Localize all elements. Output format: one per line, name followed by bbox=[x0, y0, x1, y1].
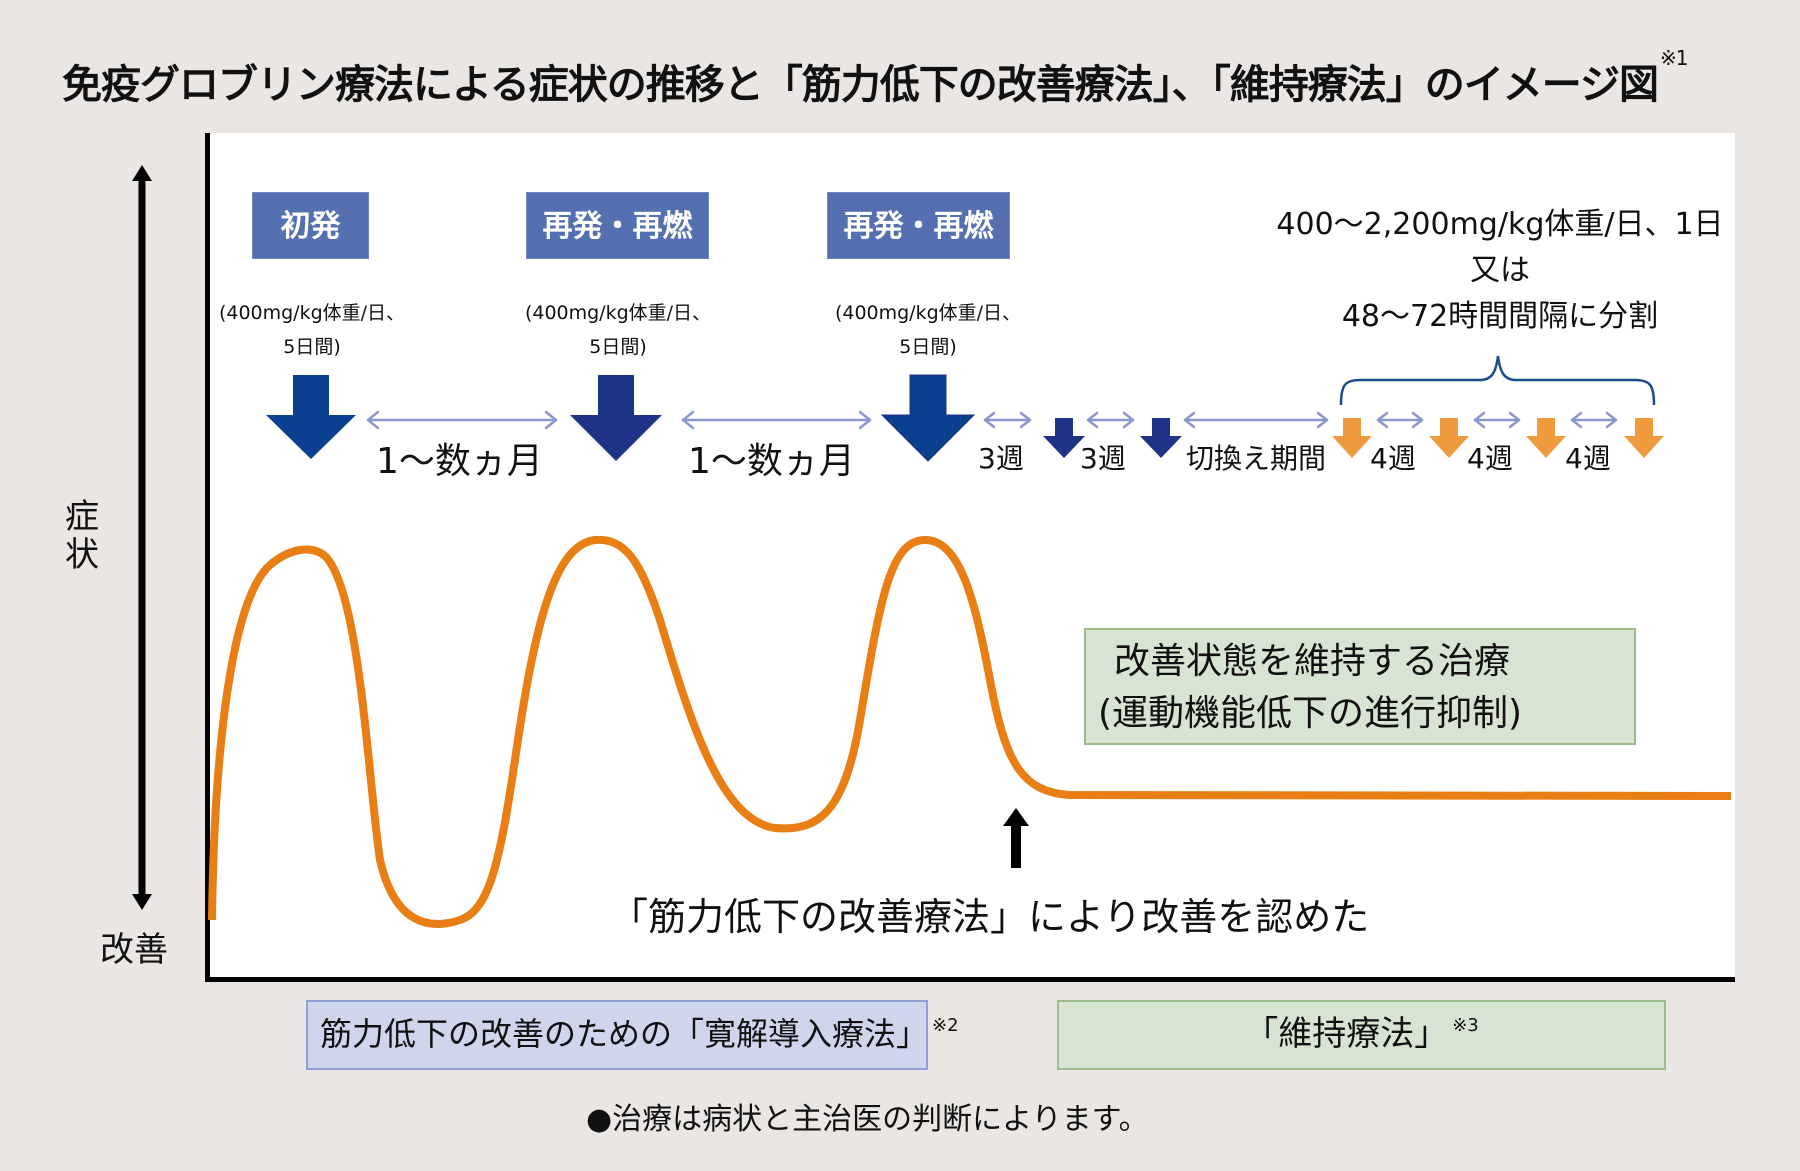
phase-induction-label: 筋力低下の改善のための「寛解導入療法」 bbox=[320, 1015, 929, 1053]
footnote: ●治療は病状と主治医の判断によります。 bbox=[586, 1102, 1149, 1137]
phase-maintenance-note-mark: ※3 bbox=[1452, 1015, 1479, 1036]
page-title: 免疫グロブリン療法による症状の推移と「筋力低下の改善療法」、「維持療法」のイメー… bbox=[62, 46, 1689, 110]
dose-line-2: 5日間) bbox=[283, 336, 341, 358]
y-axis-double-arrow-icon bbox=[132, 165, 152, 910]
phase-box-maintenance: 「維持療法」 ※3 bbox=[1057, 1000, 1666, 1070]
dose-arrow-relapse-1-icon bbox=[570, 375, 662, 461]
event-box-relapse-2: 再発・再燃 bbox=[827, 192, 1010, 259]
plot-area bbox=[205, 133, 1735, 982]
event-box-relapse-1: 再発・再燃 bbox=[526, 192, 709, 259]
interval-label-3: 3週 bbox=[978, 442, 1024, 475]
dose-line-1: (400mg/kg体重/日、 bbox=[834, 302, 1022, 324]
interval-label-4w-1: 4週 bbox=[1370, 442, 1416, 475]
maintenance-arrow-4-icon bbox=[1624, 418, 1664, 458]
dose-arrow-small-1-icon bbox=[1043, 418, 1085, 458]
improvement-up-arrow-icon bbox=[1003, 808, 1029, 868]
dose-label-relapse-2: (400mg/kg体重/日、 5日間) bbox=[828, 296, 1028, 364]
title-text: 免疫グロブリン療法による症状の推移と「筋力低下の改善療法」、「維持療法」のイメー… bbox=[62, 62, 1659, 108]
maintenance-note-line-2: (運動機能低下の進行抑制) bbox=[1098, 693, 1523, 734]
interval-label-switch-period: 切換え期間 bbox=[1186, 442, 1327, 475]
maintenance-arrow-1-icon bbox=[1332, 418, 1372, 458]
maintenance-arrow-3-icon bbox=[1526, 418, 1566, 458]
dose-line-2: 5日間) bbox=[899, 336, 957, 358]
dose-arrow-initial-icon bbox=[266, 375, 356, 459]
interval-label-4: 3週 bbox=[1080, 442, 1126, 475]
y-axis-label-symptom: 症状 bbox=[65, 497, 99, 575]
phase-box-induction: 筋力低下の改善のための「寛解導入療法」 ※2 bbox=[306, 1000, 959, 1070]
title-note-mark: ※1 bbox=[1660, 46, 1689, 70]
improvement-annotation: 「筋力低下の改善療法」により改善を認めた bbox=[610, 895, 1370, 939]
dose-line-1: (400mg/kg体重/日、 bbox=[524, 302, 712, 324]
maintenance-dose-label: 400〜2,200mg/kg体重/日、1日 又は 48〜72時間間隔に分割 bbox=[1250, 202, 1750, 340]
maintenance-arrow-2-icon bbox=[1429, 418, 1469, 458]
dose-arrow-relapse-2-icon bbox=[880, 374, 976, 462]
maintenance-dose-line-3: 48〜72時間間隔に分割 bbox=[1341, 299, 1659, 334]
maintenance-note-box: 改善状態を維持する治療 (運動機能低下の進行抑制) bbox=[1084, 628, 1636, 745]
interval-label-1: 1〜数ヵ月 bbox=[376, 441, 543, 482]
maintenance-dose-line-2: 又は bbox=[1470, 253, 1530, 288]
phase-maintenance-label: 「維持療法」 bbox=[1244, 1014, 1449, 1054]
dose-label-relapse-1: (400mg/kg体重/日、 5日間) bbox=[518, 296, 718, 364]
interval-label-4w-3: 4週 bbox=[1565, 442, 1611, 475]
dose-line-2: 5日間) bbox=[589, 336, 647, 358]
phase-induction-note-mark: ※2 bbox=[932, 1015, 959, 1036]
dose-arrow-small-2-icon bbox=[1140, 418, 1182, 458]
event-box-initial-onset: 初発 bbox=[252, 192, 369, 259]
dose-label-initial: (400mg/kg体重/日、 5日間) bbox=[212, 296, 412, 364]
dose-line-1: (400mg/kg体重/日、 bbox=[218, 302, 406, 324]
maintenance-note-line-1: 改善状態を維持する治療 bbox=[1114, 641, 1511, 682]
maintenance-dose-line-1: 400〜2,200mg/kg体重/日、1日 bbox=[1276, 207, 1724, 242]
y-axis-label-improvement: 改善 bbox=[100, 930, 168, 970]
interval-label-4w-2: 4週 bbox=[1467, 442, 1513, 475]
interval-label-2: 1〜数ヵ月 bbox=[688, 441, 855, 482]
